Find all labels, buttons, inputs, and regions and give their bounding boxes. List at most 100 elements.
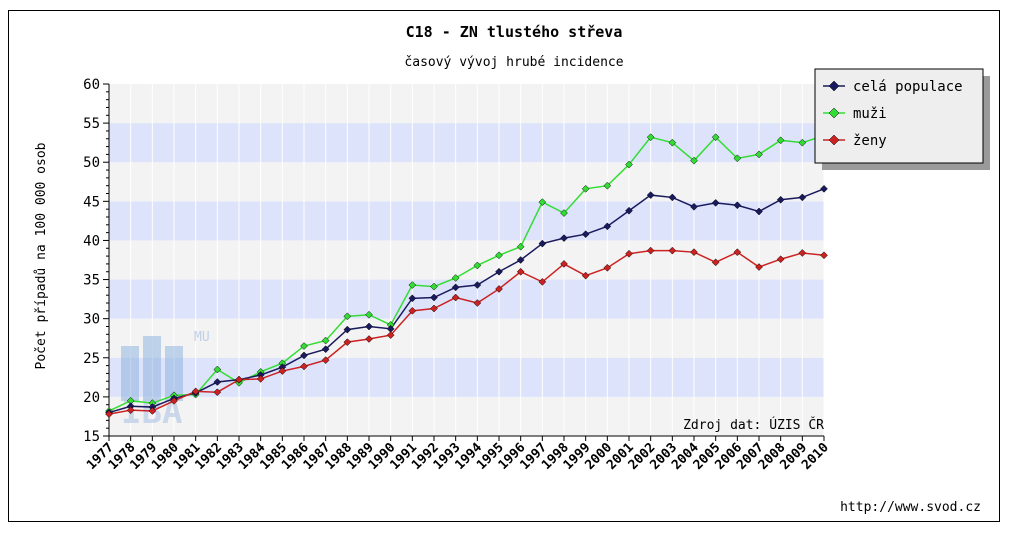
data-point: [755, 263, 763, 271]
data-point: [668, 138, 677, 147]
data-point: [798, 249, 807, 257]
data-point: [365, 322, 373, 331]
data-point: [343, 312, 352, 321]
data-point: [581, 230, 590, 239]
data-point: [646, 246, 655, 255]
x-axis-ticks: 1977197819791980198119821983198419851986…: [84, 436, 832, 473]
data-point: [798, 138, 807, 147]
data-point: [495, 251, 503, 260]
plot-band: [109, 357, 824, 397]
data-point: [365, 310, 373, 319]
data-point: [516, 267, 525, 276]
data-point: [213, 365, 222, 374]
y-tick-label: 55: [83, 116, 100, 132]
data-point: [473, 299, 482, 307]
data-point: [560, 209, 568, 217]
data-point: [560, 260, 568, 268]
data-point: [365, 335, 373, 343]
data-point: [170, 396, 178, 405]
chart-subtitle: časový vývoj hrubé incidence: [404, 55, 623, 70]
data-point: [690, 202, 698, 211]
legend-label: celá populace: [853, 79, 963, 95]
plot-band: [109, 240, 824, 280]
legend-box: [814, 68, 984, 164]
y-tick-label: 30: [83, 312, 100, 328]
data-point: [776, 255, 785, 264]
data-point: [733, 154, 742, 163]
svg-text:MU: MU: [194, 330, 210, 345]
data-point: [105, 410, 113, 418]
source-url[interactable]: http://www.svod.cz: [840, 500, 981, 515]
axes: [108, 84, 824, 437]
data-point: [321, 345, 330, 354]
data-point: [191, 387, 200, 396]
data-point: [343, 338, 352, 346]
data-point: [690, 156, 698, 165]
data-point: [755, 150, 763, 159]
legend-swatch-marker: [828, 80, 840, 92]
plot-band: [109, 279, 824, 319]
data-point: [386, 331, 395, 339]
data-point: [473, 281, 482, 289]
series-line: [108, 188, 825, 414]
data-point: [516, 256, 525, 264]
data-point: [213, 388, 222, 397]
data-point: [300, 342, 308, 350]
y-tick-label: 40: [83, 233, 100, 249]
data-point: [646, 191, 655, 199]
data-point: [538, 198, 547, 206]
data-point: [668, 193, 677, 202]
data-point: [495, 267, 503, 276]
y-axis-ticks: 15 20 25 30 35 40 45 50 55 60: [83, 77, 109, 445]
data-point: [451, 283, 460, 292]
plot-band: [109, 396, 824, 436]
data-point: [603, 222, 612, 231]
data-point: [711, 199, 720, 207]
data-point: [516, 242, 525, 251]
data-point: [560, 234, 568, 242]
data-point: [581, 271, 590, 280]
chart-title: C18 - ZN tlustého střeva: [406, 23, 623, 41]
data-point: [538, 278, 547, 286]
y-tick-label: 45: [83, 194, 100, 210]
data-point: [451, 293, 460, 302]
data-point: [256, 375, 265, 383]
data-point: [733, 248, 742, 257]
plot-band: [109, 123, 824, 163]
data-point: [625, 249, 633, 258]
y-tick-label: 15: [83, 429, 100, 445]
data-point: [430, 293, 438, 302]
data-point: [430, 282, 438, 291]
data-point: [776, 136, 785, 145]
data-point: [820, 251, 828, 260]
data-point: [278, 367, 287, 375]
data-point: [473, 261, 482, 270]
y-tick-label: 25: [83, 351, 100, 367]
data-point: [755, 207, 763, 216]
data-point: [148, 407, 157, 415]
data-point: [668, 246, 677, 255]
data-point: [213, 378, 222, 386]
data-point: [408, 306, 417, 315]
data-point: [343, 325, 352, 334]
plot-background: [109, 84, 824, 436]
data-point: [820, 184, 828, 193]
y-axis-label: Počet případů na 100 000 osob: [34, 142, 49, 369]
legend-swatch-marker: [828, 107, 840, 119]
data-point: [776, 195, 785, 204]
data-point: [625, 206, 633, 215]
legend-swatch-marker: [828, 134, 840, 146]
data-point: [711, 258, 720, 267]
data-point: [321, 336, 330, 345]
legend-label: muži: [853, 106, 887, 122]
y-tick-label: 50: [83, 155, 100, 171]
y-tick-label: 20: [83, 390, 100, 406]
legend: celá populace muži ženy: [814, 68, 990, 170]
data-point: [646, 133, 655, 142]
data-point: [430, 304, 438, 313]
y-tick-label: 35: [83, 273, 100, 289]
data-point: [408, 294, 417, 303]
data-point: [690, 248, 698, 257]
